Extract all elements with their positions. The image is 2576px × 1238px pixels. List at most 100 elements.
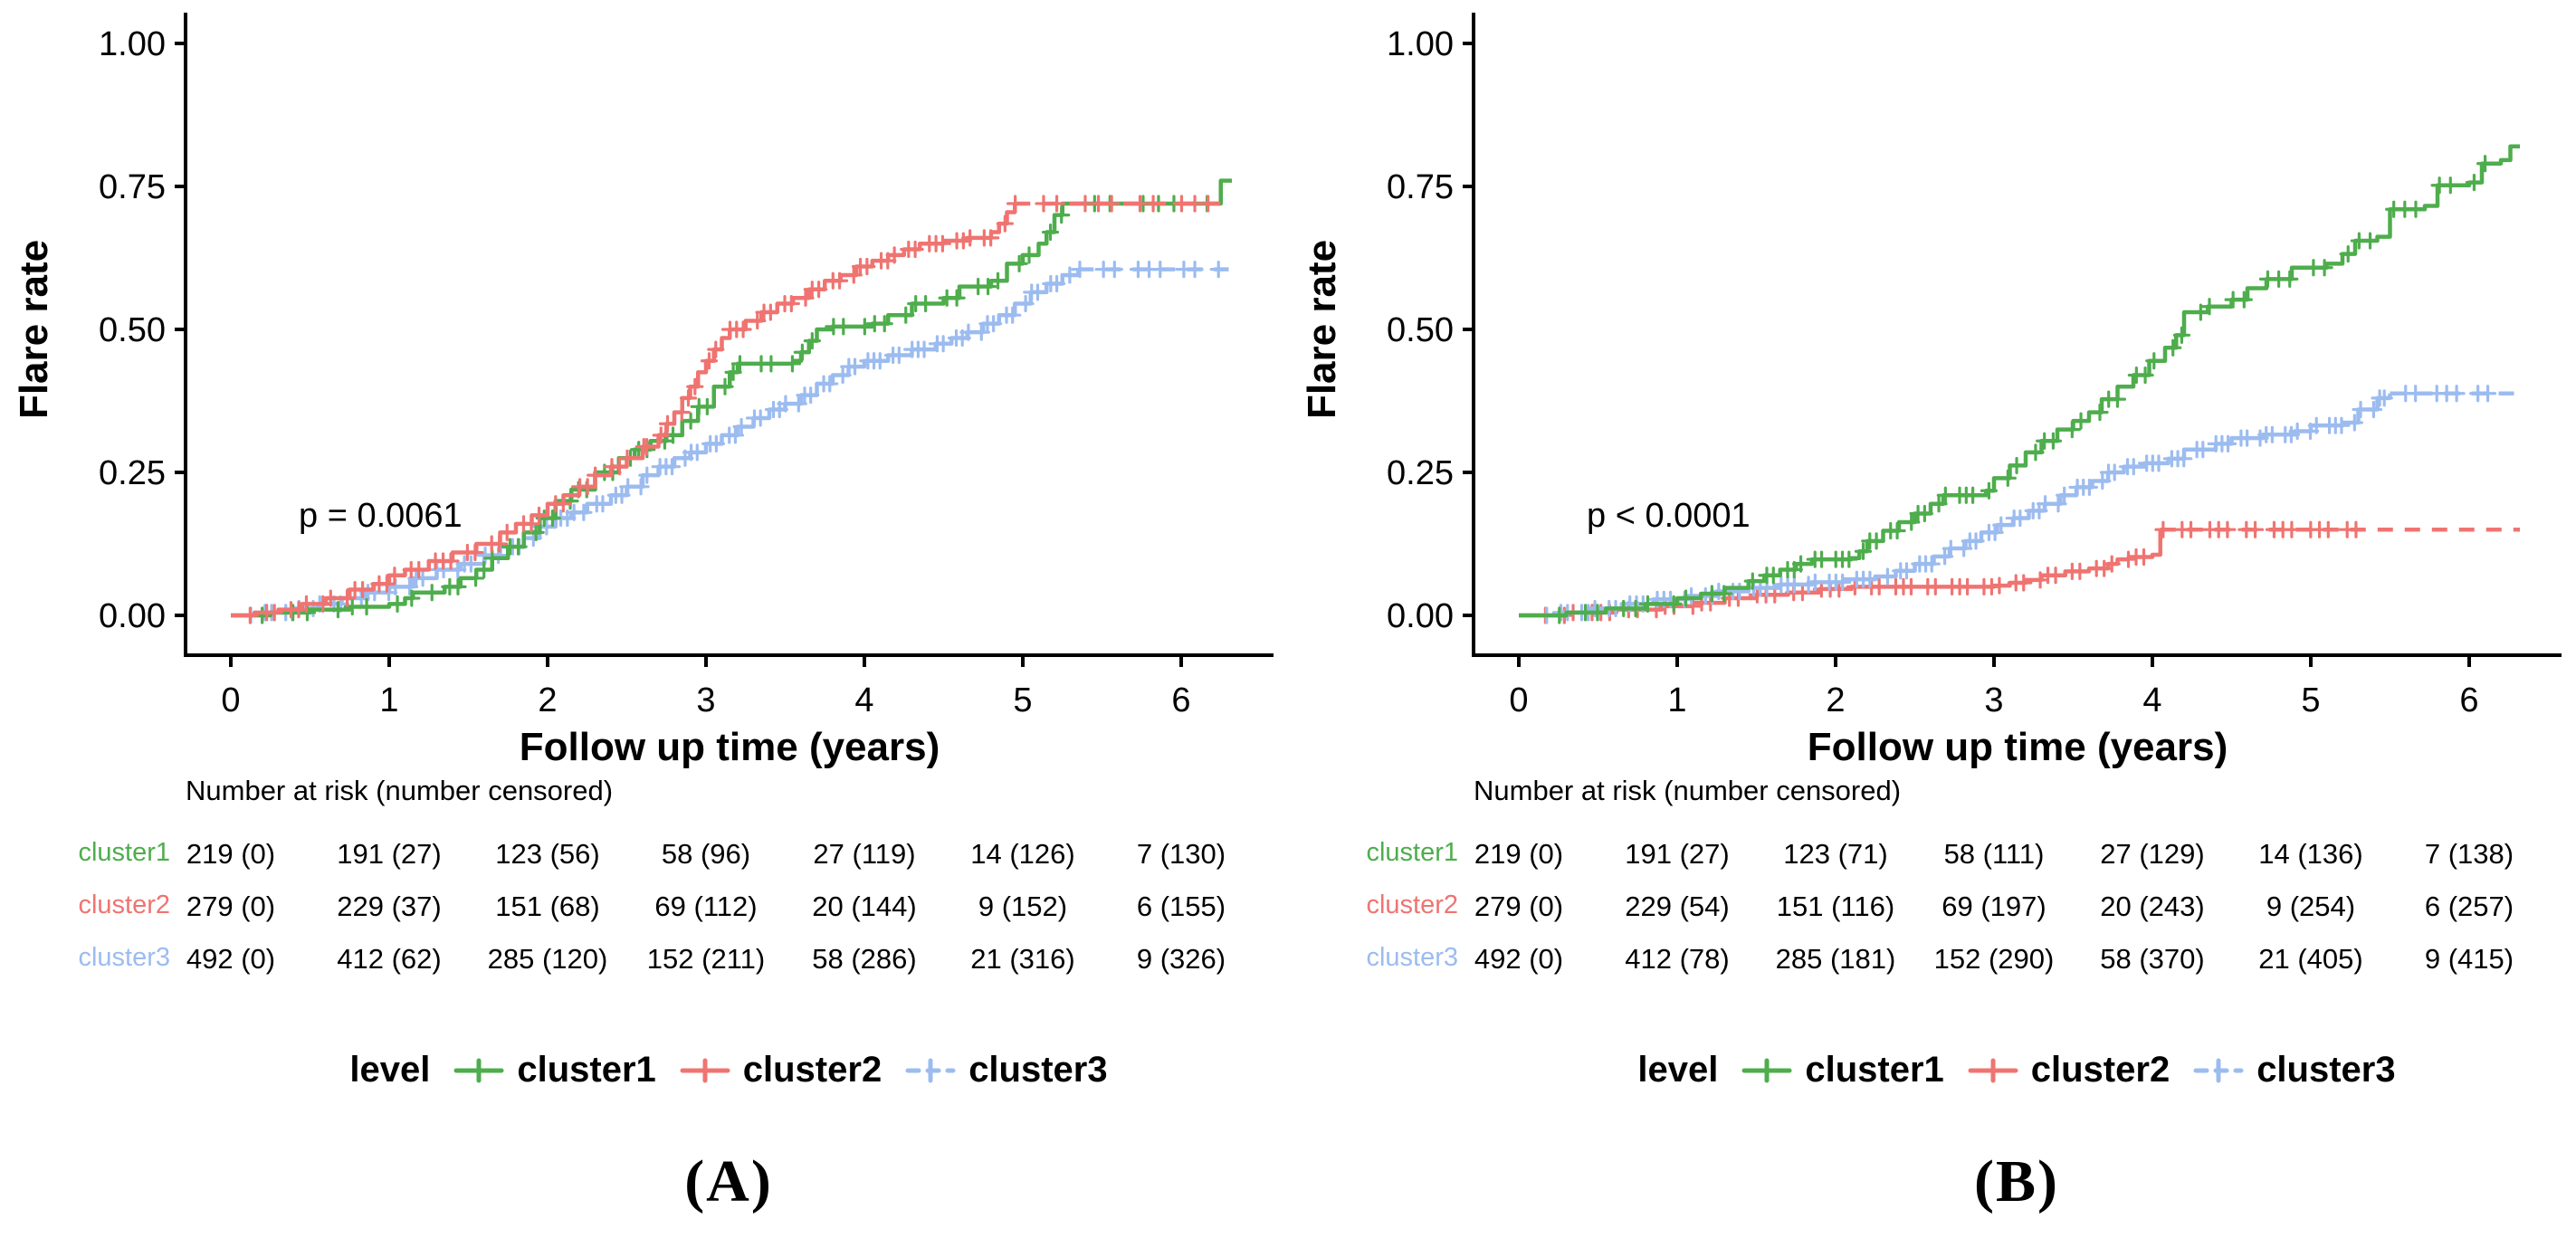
risk-cell: 285 (120) [487,943,608,975]
series-cluster3 [231,261,1229,624]
x-tick-label: 1 [379,681,398,719]
y-tick-label: 1.00 [1387,25,1454,63]
risk-cell: 58 (286) [812,943,917,975]
censor-marks-cluster1 [1550,155,2495,624]
panel-label-b: (B) [1974,1148,2059,1214]
censor-marks-cluster1 [253,195,1216,624]
axes [1463,13,2562,667]
y-tick-label: 0.25 [99,454,166,492]
risk-cell: 27 (129) [2100,838,2205,870]
x-tick-label: 4 [2142,681,2161,719]
censor-marks-cluster2 [1536,520,2365,624]
risk-cell: 279 (0) [1474,890,1564,922]
legend-title: level [1637,1050,1719,1090]
risk-cell: 229 (37) [337,890,442,922]
risk-cell: 20 (243) [2100,890,2205,922]
survival-plot-b: 0.00 0.25 0.50 0.75 1.00 0 1 2 3 4 5 6 Flare rate Fol… [1300,13,2562,769]
risk-row-label-cluster1: cluster1 [1366,838,1458,867]
panel-label-a: (A) [684,1148,773,1214]
y-axis-title: Flare rate [12,240,56,419]
risk-cell: 27 (119) [813,838,916,870]
risk-cell: 14 (136) [2258,838,2363,870]
x-tick-label: 3 [696,681,715,719]
y-tick-label: 0.00 [99,597,166,635]
risk-cell: 6 (257) [2424,890,2514,922]
risk-row-label-cluster2: cluster2 [78,890,170,919]
risk-row-label-cluster3: cluster3 [1366,943,1458,972]
legend-item-label: cluster2 [2030,1050,2171,1090]
risk-cell: 219 (0) [186,838,276,870]
censor-marks-cluster2 [241,195,1217,624]
legend-item-label: cluster1 [517,1050,656,1090]
legend-item-label: cluster2 [742,1050,883,1090]
panel-b: 0.00 0.25 0.50 0.75 1.00 0 1 2 3 4 5 6 Flare rate Fol… [1288,0,2576,1238]
risk-cell: 20 (144) [812,890,917,922]
censor-marks-cluster3 [242,261,1227,624]
risk-cell: 69 (197) [1942,890,2046,922]
y-tick-label: 0.25 [1387,454,1454,492]
x-tick-label: 3 [1984,681,2003,719]
survival-plot-a: 0.00 0.25 0.50 0.75 1.00 0 1 2 3 4 5 6 Flare rate Fol… [12,13,1274,769]
panel-a: 0.00 0.25 0.50 0.75 1.00 0 1 2 3 4 5 6 Flare rate Fol… [12,13,1274,1214]
legend-item-label: cluster3 [2256,1050,2396,1090]
risk-cell: 279 (0) [186,890,276,922]
axes [175,13,1274,667]
legend-item-cluster1: cluster1 [453,1050,656,1090]
x-tick-label: 6 [2459,681,2478,719]
risk-table-title-a: Number at risk (number censored) [186,775,614,806]
risk-row-label-cluster1: cluster1 [78,838,170,867]
legend-b: level cluster1 cluster2 cluster3 [1474,1050,2560,1090]
y-tick-label: 1.00 [99,25,166,63]
p-value-annotation: p = 0.0061 [299,497,463,535]
risk-cell: 151 (68) [495,890,600,922]
series-cluster1 [231,178,1232,624]
risk-cell: 9 (254) [2266,890,2356,922]
risk-cell: 58 (111) [1943,838,2045,870]
cluster1-line-key-icon [1741,1058,1792,1082]
cluster2-line-key-icon [1968,1058,2018,1082]
p-value-annotation: p < 0.0001 [1587,497,1751,535]
risk-cell: 58 (96) [661,838,751,870]
y-tick-label: 0.00 [1387,597,1454,635]
risk-cell: 151 (116) [1776,890,1895,922]
risk-table-title-b: Number at risk (number censored) [1474,775,1902,806]
risk-cell: 152 (211) [646,943,766,975]
risk-cell: 21 (405) [2258,943,2363,975]
y-tick-label: 0.75 [1387,168,1454,206]
x-tick-label: 0 [1509,681,1528,719]
x-tick-label: 2 [538,681,557,719]
y-axis-title: Flare rate [1300,240,1344,419]
legend-item-label: cluster1 [1805,1050,1944,1090]
risk-cell: 123 (71) [1783,838,1888,870]
risk-row-label-cluster2: cluster2 [1366,890,1458,919]
cluster3-line-key-icon [2193,1058,2244,1082]
risk-cell: 6 (155) [1136,890,1226,922]
x-tick-label: 4 [854,681,873,719]
risk-cell: 285 (181) [1775,943,1896,975]
cluster1-line-key-icon [453,1058,504,1082]
risk-cell: 9 (326) [1136,943,1226,975]
x-tick-label: 1 [1667,681,1686,719]
risk-cell: 492 (0) [186,943,276,975]
risk-cell: 152 (290) [1933,943,2055,975]
cluster3-line-key-icon [905,1058,956,1082]
risk-cell: 21 (316) [970,943,1075,975]
cluster2-line-key-icon [680,1058,730,1082]
legend-item-cluster2: cluster2 [1968,1050,2170,1090]
risk-cell: 229 (54) [1625,890,1730,922]
x-tick-label: 6 [1171,681,1190,719]
risk-cell: 14 (126) [970,838,1075,870]
y-tick-label: 0.50 [99,311,166,349]
x-axis-title: Follow up time (years) [1808,725,2228,769]
risk-cell: 58 (370) [2100,943,2205,975]
risk-cell: 7 (138) [2424,838,2514,870]
risk-cell: 9 (152) [978,890,1068,922]
x-tick-label: 5 [1013,681,1032,719]
series-cluster2 [1519,520,2520,624]
series-cluster1 [1519,144,2520,624]
risk-cell: 191 (27) [337,838,442,870]
y-tick-label: 0.75 [99,168,166,206]
legend-item-cluster2: cluster2 [680,1050,882,1090]
x-tick-label: 0 [221,681,240,719]
